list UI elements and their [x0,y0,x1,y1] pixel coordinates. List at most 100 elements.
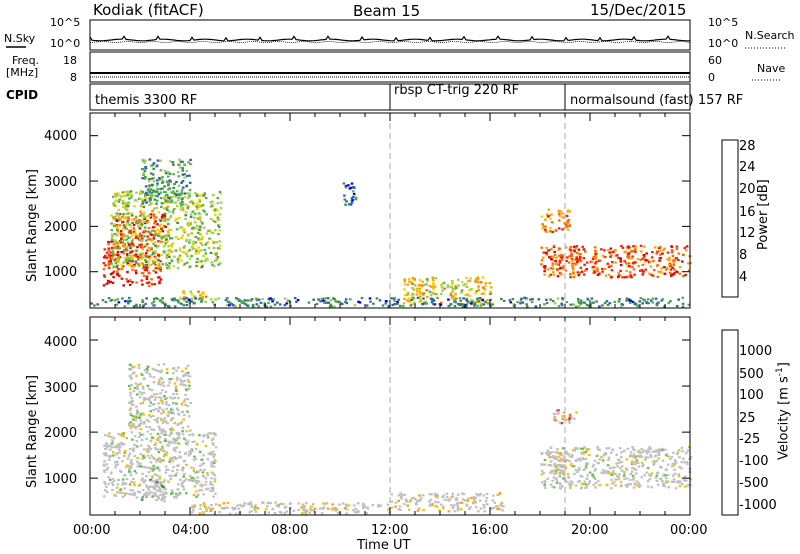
vel-cbar-tick-minus1000: -1000 [739,498,777,513]
velocity-echo-cell [670,456,673,459]
velocity-echo-cell [338,503,341,506]
power-echo-cell [468,294,472,298]
velocity-echo-cell [108,454,111,457]
power-echo-cell [136,255,139,258]
power-echo-cell [161,187,164,190]
velocity-echo-cell [146,454,150,457]
power-echo-cell [195,193,199,196]
power-echo-cell [267,297,271,300]
power-echo-cell [390,297,393,300]
power-echo-cell [466,299,469,303]
velocity-echo-cell [132,425,135,428]
power-echo-cell [114,260,118,263]
power-echo-cell [125,238,129,241]
power-echo-cell [170,243,173,246]
power-echo-cell [141,177,144,180]
power-echo-cell [158,218,162,221]
velocity-echo-cell [199,507,202,510]
velocity-echo-cell [473,498,476,501]
power-echo-cell [554,259,557,263]
power-echo-cell [126,219,130,222]
velocity-echo-cell [175,392,179,395]
velocity-echo-cell [326,507,330,510]
velocity-echo-cell [254,504,257,507]
power-echo-cell [640,268,644,272]
velocity-echo-cell [176,376,179,379]
velocity-echo-cell [129,402,133,405]
power-echo-cell [666,251,670,254]
power-echo-cell [135,222,138,225]
power-echo-cell [117,260,120,264]
velocity-echo-cell [570,463,573,466]
power-echo-cell [116,226,119,230]
power-echo-cell [557,263,561,266]
power-echo-cell [656,301,660,304]
power-echo-cell [112,270,116,273]
power-echo-cell [150,191,153,194]
power-echo-cell [166,267,169,270]
power-echo-cell [271,300,274,303]
power-echo-cell [142,215,146,218]
velocity-echo-cell [661,480,664,483]
velocity-echo-cell [137,462,140,465]
power-echo-cell [148,197,152,200]
power-echo-cell [460,281,464,284]
velocity-echo-cell [160,412,163,415]
velocity-echo-cell [654,450,657,453]
velocity-echo-cell [162,497,166,500]
power-echo-cell [353,304,357,307]
power-echo-cell [663,247,666,250]
velocity-echo-cell [198,512,202,515]
velocity-echo-cell [447,510,451,513]
velocity-echo-cell [151,367,155,370]
power-echo-cell [190,232,193,235]
velocity-echo-cell [139,433,143,437]
power-echo-cell [194,192,197,195]
velocity-echo-cell [121,460,124,463]
power-echo-cell [176,199,180,202]
velocity-echo-cell [394,505,397,508]
velocity-echo-cell [470,496,473,499]
velocity-echo-cell [156,420,159,423]
power-echo-cell [186,234,190,237]
velocity-echo-cell [137,366,141,369]
power-echo-cell [114,262,118,265]
velocity-echo-cell [575,447,579,450]
velocity-echo-cell [139,419,143,422]
velocity-echo-cell [591,465,595,468]
power-echo-cell [132,230,136,233]
power-echo-cell [169,237,172,240]
power-echo-cell [611,261,614,264]
power-echo-cell [135,281,138,284]
power-echo-cell [576,298,580,301]
velocity-echo-cell [167,384,170,387]
power-echo-cell [163,197,167,200]
velocity-echo-cell [562,473,566,476]
power-echo-cell [605,300,609,303]
velocity-echo-cell [591,474,594,477]
velocity-echo-cell [168,381,171,384]
power-echo-cell [217,224,220,227]
velocity-echo-cell [108,448,112,451]
power-echo-cell [453,299,457,302]
power-echo-cell [450,286,453,289]
velocity-echo-cell [110,442,113,445]
power-echo-cell [571,263,574,267]
velocity-echo-cell [356,502,360,505]
velocity-echo-cell [132,447,135,450]
power-echo-cell [560,256,563,259]
power-echo-cell [642,270,645,273]
power-echo-cell [126,270,129,274]
velocity-echo-cell [456,507,460,510]
velocity-echo-cell [170,419,173,422]
velocity-echo-cell [211,453,215,456]
power-echo-cell [165,263,168,267]
power-echo-cell [134,269,137,272]
power-echo-cell [122,244,126,248]
velocity-echo-cell [278,510,282,514]
velocity-echo-cell [321,507,325,510]
velocity-echo-cell [169,457,173,460]
power-echo-cell [195,261,198,264]
velocity-echo-cell [158,469,161,472]
velocity-echo-cell [377,505,380,508]
